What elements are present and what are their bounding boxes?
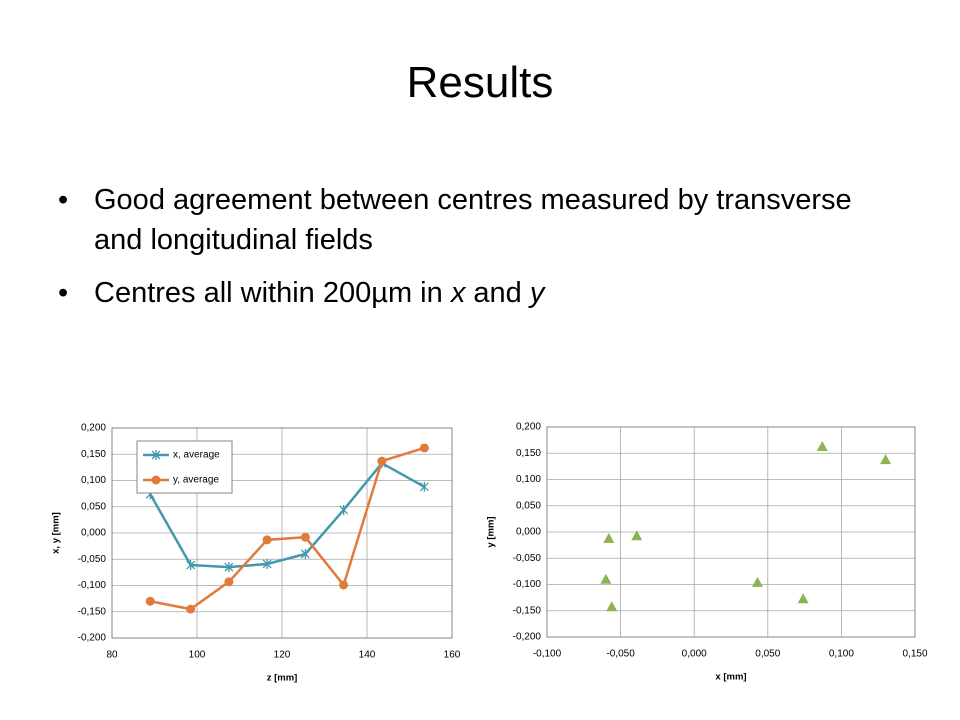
marker — [151, 475, 161, 485]
x-tick-label: 0,150 — [902, 649, 927, 660]
y-tick-label: -0,200 — [78, 633, 107, 644]
plot-area — [111, 427, 453, 639]
marker — [186, 604, 196, 614]
y-tick-label: 0,050 — [516, 500, 541, 511]
x-axis-title: x [mm] — [715, 672, 746, 683]
marker — [300, 532, 310, 542]
y-tick-label: 0,100 — [81, 475, 106, 486]
y-tick-label: 0,150 — [516, 448, 541, 459]
marker — [419, 481, 429, 492]
x-tick-label: 160 — [444, 650, 461, 661]
slide-title: Results — [406, 58, 554, 107]
y-tick-label: 0,200 — [516, 422, 541, 433]
y-tick-label: -0,050 — [78, 554, 107, 565]
marker — [603, 532, 615, 543]
marker — [224, 562, 234, 573]
x-tick-label: 120 — [274, 650, 291, 661]
y-tick-label: 0,000 — [516, 527, 541, 538]
marker — [151, 450, 161, 460]
y-tick-label: 0,000 — [81, 528, 106, 539]
x-tick-label: 80 — [106, 650, 118, 661]
marker — [377, 456, 387, 466]
marker — [751, 576, 763, 587]
bullet-text: x — [450, 277, 466, 309]
marker — [145, 596, 155, 606]
x-tick-label: 0,050 — [755, 649, 780, 660]
y-tick-label: 0,050 — [81, 501, 106, 512]
y-tick-label: 0,100 — [516, 474, 541, 485]
marker — [339, 580, 349, 590]
marker — [262, 535, 272, 545]
legend-label: x, average — [173, 450, 220, 461]
bullet-list: Good agreement between centres measured … — [58, 180, 898, 326]
bullet-text: Good agreement between centres measured … — [94, 184, 852, 256]
marker — [816, 440, 828, 451]
marker — [880, 454, 892, 465]
marker — [339, 504, 349, 515]
bullet-text: Centres all within 200µm in — [94, 277, 451, 309]
marker — [262, 558, 272, 569]
bullet-text: and — [465, 277, 530, 309]
x-tick-label: -0,050 — [606, 649, 635, 660]
x-tick-label: 100 — [189, 650, 206, 661]
marker — [224, 577, 234, 587]
legend — [136, 440, 233, 494]
line — [149, 461, 425, 569]
x-tick-label: 0,100 — [829, 649, 854, 660]
marker — [186, 560, 196, 571]
y-tick-label: 0,150 — [81, 449, 106, 460]
x-tick-label: 0,000 — [682, 649, 707, 660]
bullet: Centres all within 200µm in x and y — [58, 273, 898, 313]
y-tick-label: -0,150 — [78, 606, 107, 617]
y-tick-label: -0,050 — [513, 553, 542, 564]
x-tick-label: -0,100 — [533, 649, 562, 660]
bullet-text: y — [529, 277, 545, 309]
y-tick-label: -0,150 — [513, 605, 542, 616]
marker — [797, 593, 809, 604]
y-tick-label: 0,200 — [81, 423, 106, 434]
x-axis-title: z [mm] — [267, 673, 298, 684]
marker — [600, 573, 612, 584]
marker — [606, 601, 618, 612]
y-tick-label: -0,100 — [78, 580, 107, 591]
marker — [300, 549, 310, 559]
y-tick-label: -0,200 — [513, 632, 542, 643]
y-axis-title: x, y [mm] — [51, 512, 62, 554]
marker — [631, 530, 643, 541]
y-axis-title: y [mm] — [486, 516, 497, 547]
line — [150, 446, 425, 611]
y-tick-label: -0,100 — [513, 579, 542, 590]
legend-label: y, average — [173, 475, 219, 486]
x-tick-label: 140 — [359, 650, 376, 661]
bullet: Good agreement between centres measured … — [58, 180, 898, 260]
plot-area — [546, 426, 916, 638]
marker — [419, 443, 429, 453]
